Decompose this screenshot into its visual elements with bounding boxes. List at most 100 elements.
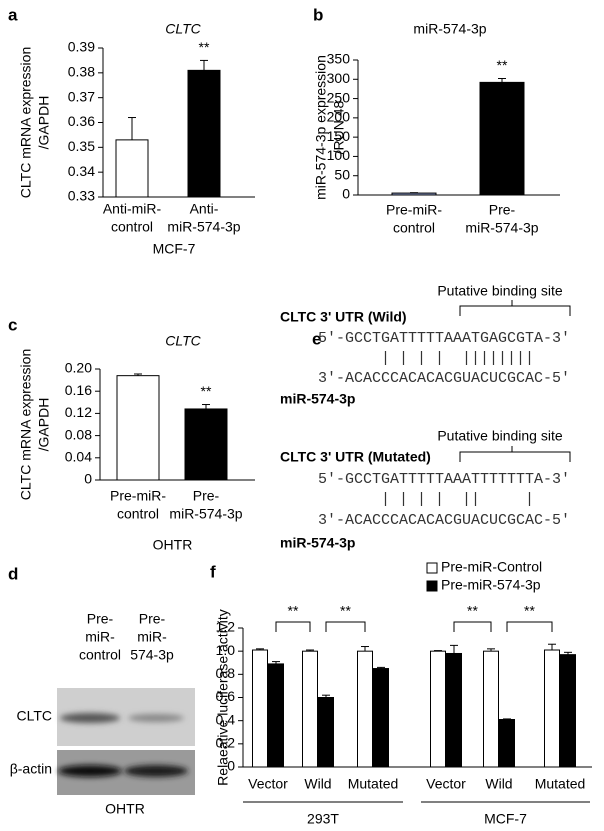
y-tick-label: 0.2: [216, 735, 236, 751]
group-label: MCF-7: [484, 811, 527, 827]
x-tick-label: Pre-miR-: [110, 488, 166, 504]
bar: [302, 650, 318, 768]
y-tick-label: 0.16: [65, 382, 92, 398]
x-axis-label: OHTR: [153, 537, 193, 553]
bar: [483, 650, 499, 768]
legend-label: Pre-miR-Control: [441, 559, 542, 575]
mirna-label: miR-574-3p: [280, 535, 355, 551]
sig-bracket: [275, 621, 311, 632]
x-tick-label: Mutated: [535, 776, 586, 792]
lane-label: 574-3p: [130, 647, 174, 663]
chart-title: miR-574-3p: [413, 21, 486, 37]
y-tick-label: 0.33: [68, 188, 95, 204]
x-tick-label: miR-574-3p: [167, 219, 240, 235]
blot-band: [128, 714, 184, 722]
y-axis-label: /GAPDH: [36, 96, 52, 150]
sig-label: **: [524, 603, 535, 619]
bar: [357, 650, 373, 768]
x-tick-label: miR-574-3p: [465, 220, 538, 236]
sig-label: **: [340, 603, 351, 619]
y-tick-label: 0.20: [65, 360, 92, 376]
bar: [184, 408, 228, 481]
y-axis-label: /GAPDH: [36, 398, 52, 452]
bar: [430, 650, 446, 768]
cell-line: OHTR: [105, 801, 145, 817]
y-tick-label: 0.35: [68, 138, 95, 154]
sequence-block: Putative binding site CLTC 3' UTR (Mutat…: [280, 428, 571, 551]
bar: [318, 697, 334, 768]
y-tick-label: 0.6: [216, 688, 236, 704]
lane-label: miR-: [137, 629, 167, 645]
x-tick-label: Pre-: [193, 488, 220, 504]
y-tick-label: 0.08: [65, 426, 92, 442]
y-tick-label: 200: [327, 109, 351, 125]
row-label: β-actin: [10, 761, 52, 777]
sig-label: **: [288, 603, 299, 619]
brace: [459, 300, 571, 316]
bar: [373, 668, 389, 768]
site-label: Putative binding site: [437, 428, 563, 444]
utr-label: CLTC 3' UTR (Mutated): [280, 449, 431, 465]
y-tick-label: 0.39: [68, 39, 95, 55]
panel-letter: b: [313, 5, 323, 24]
bar: [187, 69, 221, 198]
y-tick-label: 0: [227, 758, 235, 774]
bar: [115, 139, 149, 198]
y-tick-label: 0: [342, 186, 350, 202]
legend-swatch: [426, 580, 438, 592]
x-tick-label: control: [111, 219, 153, 235]
bar: [560, 654, 576, 768]
x-tick-label: Wild: [304, 776, 331, 792]
panel-letter: e: [312, 329, 321, 348]
y-tick-label: 1.2: [216, 619, 236, 635]
chart-title: CLTC: [165, 333, 201, 349]
mirna-label: miR-574-3p: [280, 391, 355, 407]
sig-label: **: [199, 39, 210, 55]
bar: [544, 649, 560, 768]
target-seq: 5'-GCCTGATTTTTAAATGAGCGTA-3': [318, 330, 570, 347]
mirna-seq: 3'-ACACCCACACACGUACUCGCAC-5': [318, 512, 570, 529]
utr-label: CLTC 3' UTR (Wild): [280, 309, 407, 325]
y-tick-label: 50: [334, 166, 350, 182]
sequence-block: Putative binding site CLTC 3' UTR (Wild)…: [280, 283, 571, 407]
y-tick-label: 1.0: [216, 642, 236, 658]
y-tick-label: 250: [327, 89, 351, 105]
group-label: 293T: [307, 811, 339, 827]
sig-label: **: [201, 383, 212, 399]
y-tick-label: 0.04: [65, 449, 92, 465]
y-axis-label: CLTC mRNA expression: [18, 47, 34, 198]
y-tick-label: 0: [84, 471, 92, 487]
y-axis-label: CLTC mRNA expression: [18, 349, 34, 500]
blot-band: [58, 765, 122, 777]
y-tick-label: 0.4: [216, 711, 236, 727]
bar: [252, 649, 268, 768]
legend-label: Pre-miR-574-3p: [441, 577, 541, 593]
sig-label: **: [497, 57, 508, 73]
x-tick-label: Pre-: [489, 202, 516, 218]
pairing: | | | | ||||||||: [318, 350, 534, 367]
lane-label: Pre-: [139, 611, 166, 627]
y-tick-label: 350: [327, 51, 351, 67]
bar: [499, 719, 515, 768]
bar: [479, 81, 525, 196]
y-tick-label: 0.37: [68, 88, 95, 104]
y-tick-label: 0.36: [68, 113, 95, 129]
y-tick-label: 0.38: [68, 64, 95, 80]
lane-label: miR-: [85, 629, 115, 645]
x-tick-label: control: [393, 220, 435, 236]
row-label: CLTC: [16, 708, 52, 724]
bar: [116, 375, 160, 481]
x-tick-label: Anti-: [190, 201, 219, 217]
panel-letter: d: [8, 564, 18, 583]
legend-swatch: [426, 562, 438, 574]
bar: [391, 192, 437, 196]
chart-title: CLTC: [165, 21, 201, 37]
sig-bracket: [325, 621, 366, 632]
sig-bracket: [453, 621, 492, 632]
y-tick-label: 100: [327, 147, 351, 163]
panel-letter: a: [8, 5, 18, 24]
y-axis-label: Relaeative luciferase activity: [215, 609, 231, 786]
mirna-seq: 3'-ACACCCACACACGUACUCGCAC-5': [318, 370, 570, 387]
x-tick-label: Wild: [485, 776, 512, 792]
